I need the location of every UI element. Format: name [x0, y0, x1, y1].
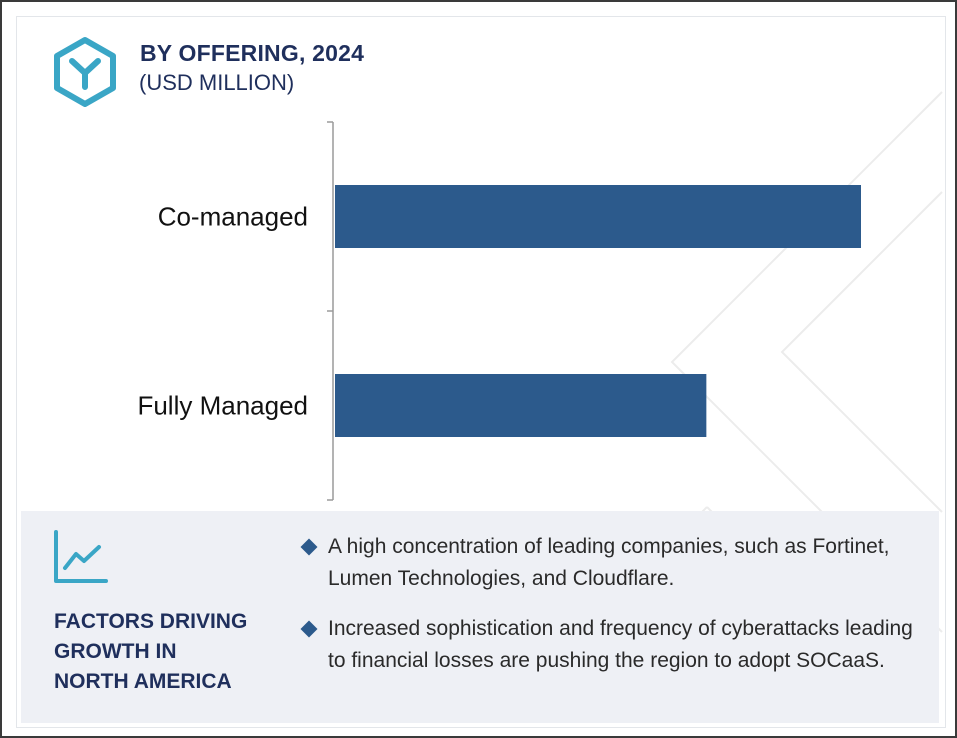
- chart-subtitle: (USD MILLION): [139, 70, 295, 95]
- factors-heading-line: GROWTH IN: [54, 640, 177, 663]
- bar-co-managed: [335, 185, 861, 248]
- category-label: Co-managed: [158, 202, 308, 232]
- growth-chart-icon: [54, 530, 108, 583]
- factor-text: Increased sophistication and frequency o…: [328, 617, 913, 672]
- category-labels: Co-managed Fully Managed: [137, 202, 308, 421]
- category-axis: [327, 121, 334, 501]
- diamond-icon: [300, 538, 318, 556]
- hexagon-y-icon: [54, 37, 116, 107]
- factors-panel: FACTORS DRIVING GROWTH IN NORTH AMERICA …: [21, 511, 939, 723]
- factor-bullet: Increased sophistication and frequency o…: [300, 613, 931, 677]
- factors-heading-line: FACTORS DRIVING: [54, 610, 248, 633]
- diamond-icon: [300, 620, 318, 638]
- bar-series: [335, 185, 861, 437]
- factor-text: A high concentration of leading companie…: [328, 535, 890, 590]
- category-label: Fully Managed: [137, 391, 308, 421]
- chart-title: BY OFFERING, 2024: [140, 40, 365, 66]
- factors-heading-line: NORTH AMERICA: [54, 670, 232, 693]
- card-frame: [16, 16, 946, 728]
- bar-fully-managed: [335, 374, 707, 437]
- factor-bullet: A high concentration of leading companie…: [300, 531, 931, 595]
- factors-heading: FACTORS DRIVING GROWTH IN NORTH AMERICA: [54, 607, 274, 697]
